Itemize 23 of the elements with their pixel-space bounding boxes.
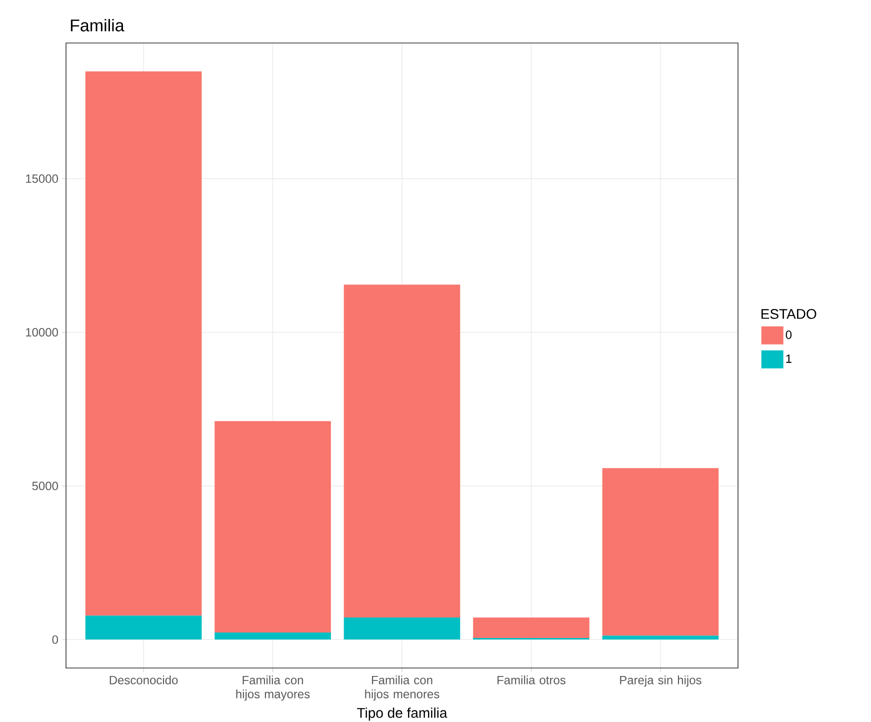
legend-title: ESTADO bbox=[762, 308, 816, 319]
x-tick-label: Familia con hijos menores bbox=[365, 676, 440, 701]
y-tick-label: 15000 bbox=[26, 174, 58, 183]
bar bbox=[214, 632, 331, 640]
bar bbox=[602, 468, 719, 636]
bar bbox=[473, 617, 590, 638]
y-tick-label: 0 bbox=[52, 635, 58, 644]
bar bbox=[344, 284, 460, 618]
y-tick-label: 5000 bbox=[32, 482, 58, 490]
x-tick-label: Desconocido bbox=[110, 676, 178, 684]
chart-title: Familia bbox=[70, 18, 124, 32]
bar bbox=[85, 71, 202, 616]
y-tick-label: 10000 bbox=[26, 328, 58, 337]
x-tick-label: Familia otros bbox=[498, 676, 566, 684]
x-tick-label: Pareja sin hijos bbox=[620, 676, 702, 687]
legend-label: 0 bbox=[786, 330, 792, 339]
bar bbox=[85, 616, 202, 640]
x-axis-title: Tipo de familia bbox=[357, 708, 448, 721]
legend-label: 1 bbox=[786, 354, 792, 363]
bar bbox=[602, 636, 719, 640]
bar bbox=[344, 617, 460, 640]
x-tick-label: Familia con hijos mayores bbox=[236, 676, 310, 701]
bar bbox=[214, 421, 331, 632]
